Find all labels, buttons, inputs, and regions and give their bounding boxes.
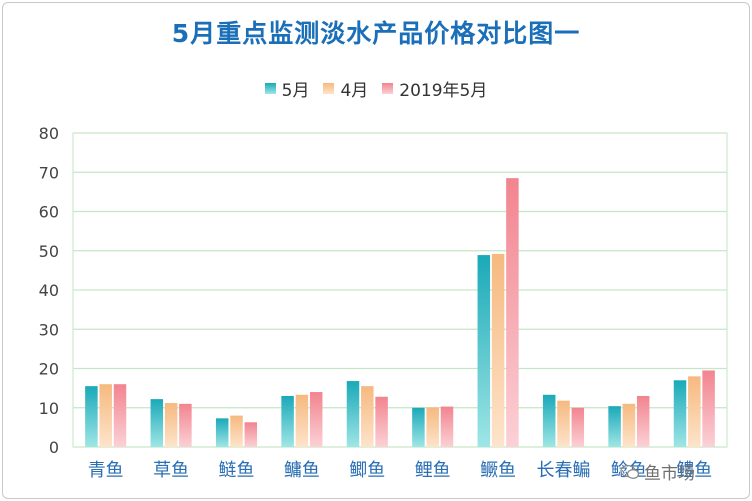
legend-label-2: 2019年5月 [399, 81, 488, 101]
legend-swatch-0 [264, 83, 276, 94]
watermark-text: 鱼市场 [644, 464, 695, 484]
legend-item-0: 5月 [264, 76, 310, 101]
legend-swatch-1 [323, 83, 335, 94]
watermark: 鱼市场 [620, 459, 695, 484]
legend-swatch-2 [382, 83, 394, 94]
legend-label-1: 4月 [340, 81, 369, 101]
legend-label-0: 5月 [281, 81, 310, 101]
chart-title: 5月重点监测淡水产品价格对比图一 [171, 19, 581, 48]
wechat-icon [620, 464, 640, 479]
legend-item-2: 2019年5月 [382, 76, 487, 101]
legend-item-1: 4月 [323, 76, 368, 101]
legend: 5月 4月 2019年5月 [0, 76, 752, 101]
